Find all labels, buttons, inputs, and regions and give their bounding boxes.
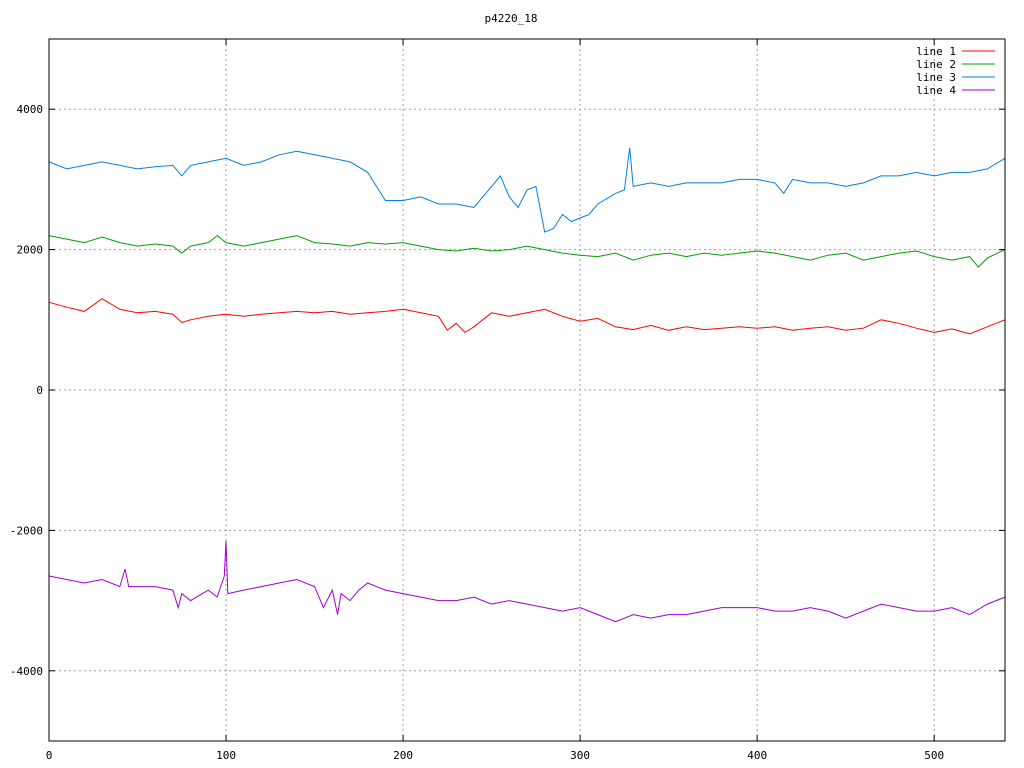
y-tick-label: 2000	[17, 244, 44, 257]
legend-label: line 4	[916, 84, 956, 97]
x-tick-label: 300	[570, 749, 590, 762]
legend-label: line 1	[916, 45, 956, 58]
y-tick-label: -4000	[10, 665, 43, 678]
x-tick-label: 500	[924, 749, 944, 762]
plot-frame	[48, 38, 1006, 742]
x-tick-label: 100	[216, 749, 236, 762]
series-line-3	[48, 147, 1006, 233]
legend-label: line 3	[916, 71, 956, 84]
y-axis-ticks: -4000 -2000 0 2000 4000	[10, 103, 1005, 678]
x-axis-ticks: 0 100 200 300 400 500	[46, 39, 944, 762]
grid	[49, 39, 1005, 741]
y-tick-label: -2000	[10, 524, 43, 537]
legend-label: line 2	[916, 58, 956, 71]
chart-title: p4220_18	[485, 12, 538, 25]
series-lines	[48, 147, 1006, 623]
series-line-2	[48, 234, 1006, 268]
x-tick-label: 200	[393, 749, 413, 762]
y-tick-label: 4000	[17, 103, 44, 116]
series-line-4	[48, 540, 1006, 623]
series-line-1	[48, 298, 1006, 335]
x-tick-label: 0	[46, 749, 53, 762]
x-tick-label: 400	[747, 749, 767, 762]
y-tick-label: 0	[36, 384, 43, 397]
